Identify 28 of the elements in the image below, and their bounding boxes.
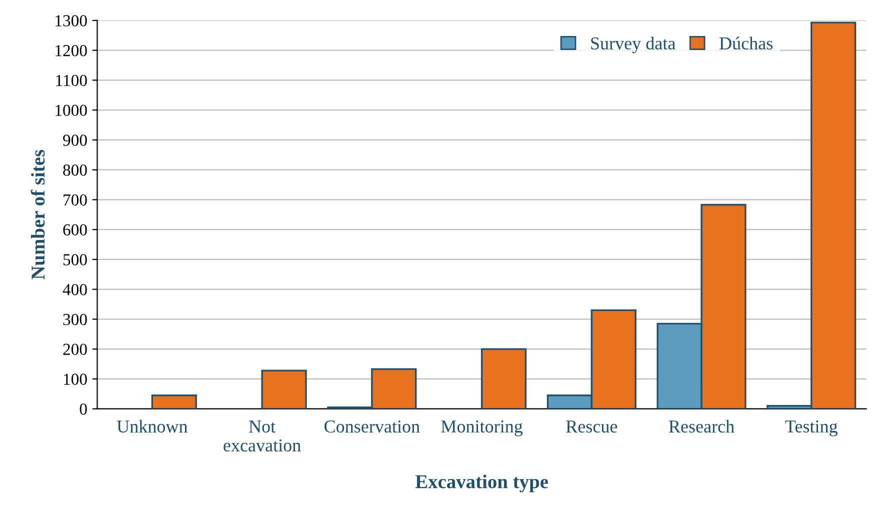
y-tick-label: 1100 — [56, 74, 87, 86]
x-axis-title: Excavation type — [415, 474, 548, 492]
y-tick-label: 600 — [63, 224, 87, 236]
legend-label: Dúchas — [720, 36, 773, 50]
x-tick-label: Testing — [785, 420, 838, 436]
y-tick-label: 0 — [80, 404, 87, 415]
y-tick-label: 200 — [63, 344, 87, 355]
x-tick-label: Not excavation — [224, 420, 301, 452]
bar — [480, 348, 527, 409]
y-tick-label: 400 — [62, 284, 87, 296]
y-axis-title: Number of sites — [30, 150, 45, 280]
y-tick-label: 900 — [63, 134, 87, 146]
y-tick-label: 500 — [63, 254, 87, 266]
y-tick-label: 300 — [63, 314, 87, 326]
y-tick-label: 100 — [64, 374, 87, 385]
y-tick-label: 700 — [64, 194, 87, 206]
x-tick-label: Unknown — [116, 420, 188, 433]
bar — [261, 370, 307, 409]
y-tick-label: 800 — [63, 164, 87, 176]
y-tick-label: 1200 — [56, 45, 87, 56]
legend-label: Survey data — [591, 36, 676, 54]
x-tick-label: Rescue — [566, 420, 618, 433]
y-tick-label: 1000 — [56, 104, 87, 116]
x-tick-label: Conservation — [324, 420, 420, 433]
x-tick-label: Monitoring — [441, 420, 523, 436]
y-tick-label: 1300 — [56, 15, 87, 26]
x-tick-label: Research — [668, 420, 734, 433]
bar — [151, 394, 197, 409]
